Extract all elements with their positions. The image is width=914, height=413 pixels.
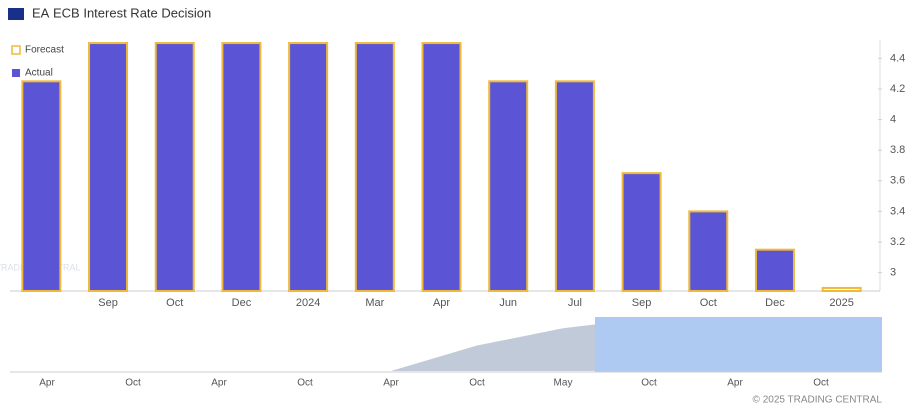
- x-tick-label: Sep: [632, 297, 652, 309]
- legend-swatch: [12, 69, 20, 77]
- flag: [8, 8, 24, 20]
- forecast-bar: [354, 42, 395, 292]
- y-tick-label: 3.6: [890, 175, 905, 187]
- x-tick-label: Apr: [433, 297, 450, 309]
- selection-overlay: [595, 317, 882, 372]
- credit: © 2025 TRADING CENTRAL: [753, 395, 883, 406]
- y-tick-label: 4.2: [890, 83, 905, 95]
- forecast-bar: [154, 42, 195, 292]
- navigator-label: Apr: [211, 378, 227, 389]
- forecast-bar: [554, 80, 595, 293]
- x-tick-label: Jul: [568, 297, 582, 309]
- navigator-label: Oct: [641, 378, 657, 389]
- x-tick-label: Oct: [700, 297, 717, 309]
- forecast-bar: [621, 172, 662, 292]
- forecast-bar: [421, 42, 462, 292]
- navigator-label: Oct: [297, 378, 313, 389]
- chart-title: ECB Interest Rate Decision: [53, 5, 211, 20]
- y-tick-label: 3.4: [890, 205, 905, 217]
- legend-swatch: [11, 45, 21, 55]
- y-tick-label: 4.4: [890, 52, 905, 64]
- x-tick-label: Dec: [232, 297, 252, 309]
- actual-bar: [155, 43, 194, 291]
- y-tick-label: 4: [890, 113, 896, 125]
- x-tick-label: 2025: [829, 297, 853, 309]
- x-tick-label: Dec: [765, 297, 785, 309]
- navigator-label: Apr: [383, 378, 399, 389]
- actual-bar: [622, 173, 661, 291]
- actual-bar: [689, 211, 728, 291]
- actual-bar: [489, 81, 528, 291]
- forecast-bar: [688, 210, 729, 292]
- actual-bar: [555, 81, 594, 291]
- forecast-bar: [754, 248, 795, 293]
- x-tick-label: Jun: [499, 297, 517, 309]
- forecast-bar: [288, 42, 329, 292]
- forecast-bar: [221, 42, 262, 292]
- navigator-label: Apr: [39, 378, 55, 389]
- y-tick-label: 3: [890, 267, 896, 279]
- actual-bar: [22, 81, 61, 291]
- y-tick-label: 3.8: [890, 144, 905, 156]
- legend-label: Actual: [25, 68, 53, 79]
- x-tick-label: Oct: [166, 297, 183, 309]
- actual-bar: [222, 43, 261, 291]
- navigator-label: Oct: [125, 378, 141, 389]
- actual-bar: [89, 43, 128, 291]
- legend-label: Forecast: [25, 45, 64, 56]
- actual-bar: [355, 43, 394, 291]
- actual-bar: [289, 43, 328, 291]
- x-tick-label: Mar: [365, 297, 384, 309]
- forecast-bar: [488, 80, 529, 293]
- navigator-label: Oct: [469, 378, 485, 389]
- x-tick-label: Sep: [98, 297, 118, 309]
- x-tick-label: 2024: [296, 297, 320, 309]
- navigator-label: Apr: [727, 378, 743, 389]
- navigator-label: May: [554, 378, 573, 389]
- y-tick-label: 3.2: [890, 236, 905, 248]
- navigator-label: Oct: [813, 378, 829, 389]
- forecast-bar: [21, 80, 62, 293]
- country: EA: [32, 5, 50, 20]
- actual-bar: [422, 43, 461, 291]
- forecast-bar: [88, 42, 129, 292]
- actual-bar: [755, 249, 794, 291]
- navigator-selection[interactable]: [595, 317, 882, 372]
- forecast-bar: [821, 286, 862, 293]
